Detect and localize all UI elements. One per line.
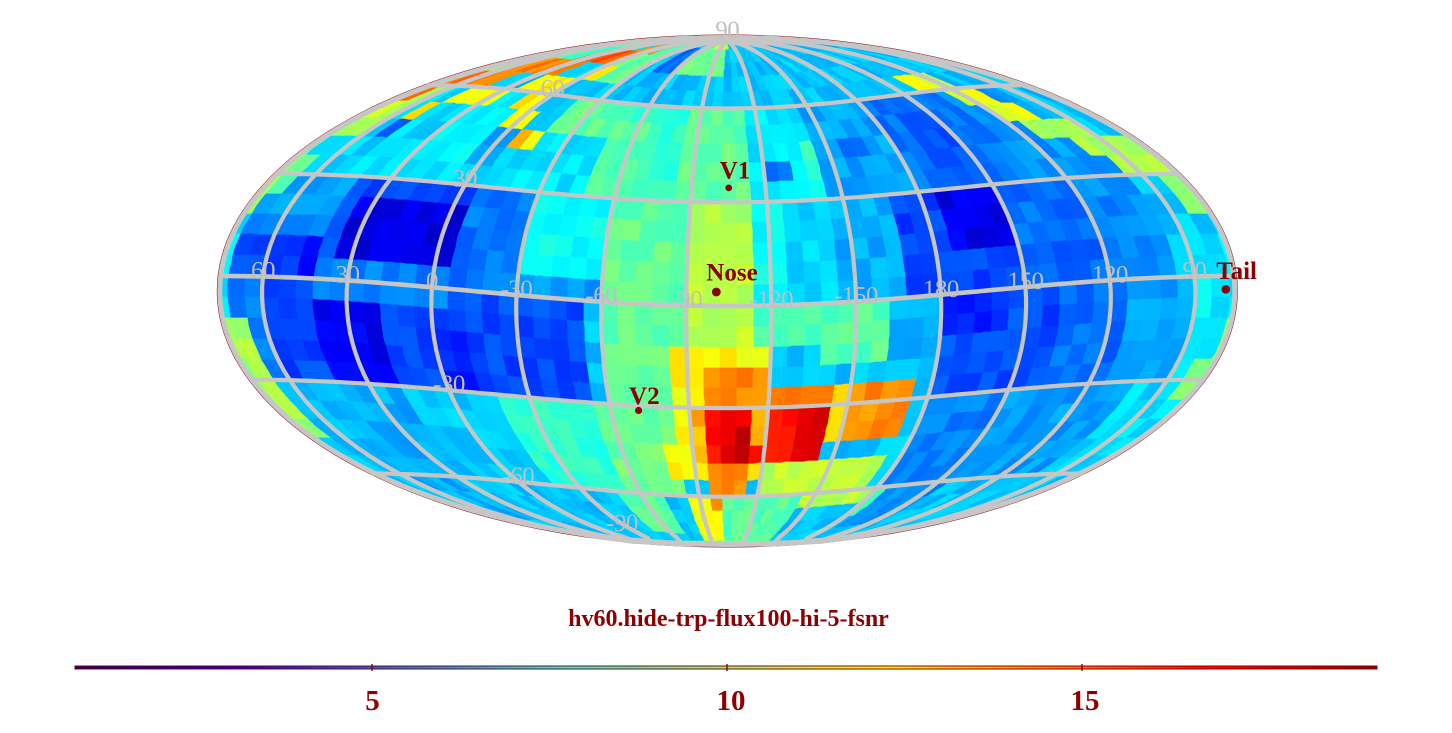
svg-text:Tail: Tail [1216,258,1257,285]
svg-text:180: 180 [923,276,959,303]
svg-text:-150: -150 [834,283,878,310]
svg-text:90: 90 [715,17,739,44]
svg-text:-60: -60 [585,283,617,310]
svg-text:-30: -30 [501,276,533,303]
svg-text:10: 10 [717,685,746,717]
svg-text:-90: -90 [670,287,702,314]
svg-text:30: 30 [453,166,477,193]
svg-text:-120: -120 [749,287,793,314]
svg-text:-30: -30 [433,371,465,398]
svg-text:V1: V1 [720,158,751,185]
svg-text:V2: V2 [629,383,660,410]
svg-text:120: 120 [1092,261,1128,288]
svg-text:150: 150 [1008,268,1044,295]
svg-text:90: 90 [1182,258,1206,285]
svg-text:60: 60 [251,258,275,285]
svg-text:30: 30 [336,262,360,289]
svg-text:Nose: Nose [706,260,757,287]
svg-text:-60: -60 [502,463,534,490]
svg-text:hv60.hide-trp-flux100-hi-5-fsn: hv60.hide-trp-flux100-hi-5-fsnr [568,606,889,632]
svg-text:0: 0 [426,268,438,295]
svg-text:15: 15 [1071,685,1100,717]
svg-text:-90: -90 [606,510,638,537]
svg-text:5: 5 [365,685,380,717]
svg-text:60: 60 [541,75,565,102]
